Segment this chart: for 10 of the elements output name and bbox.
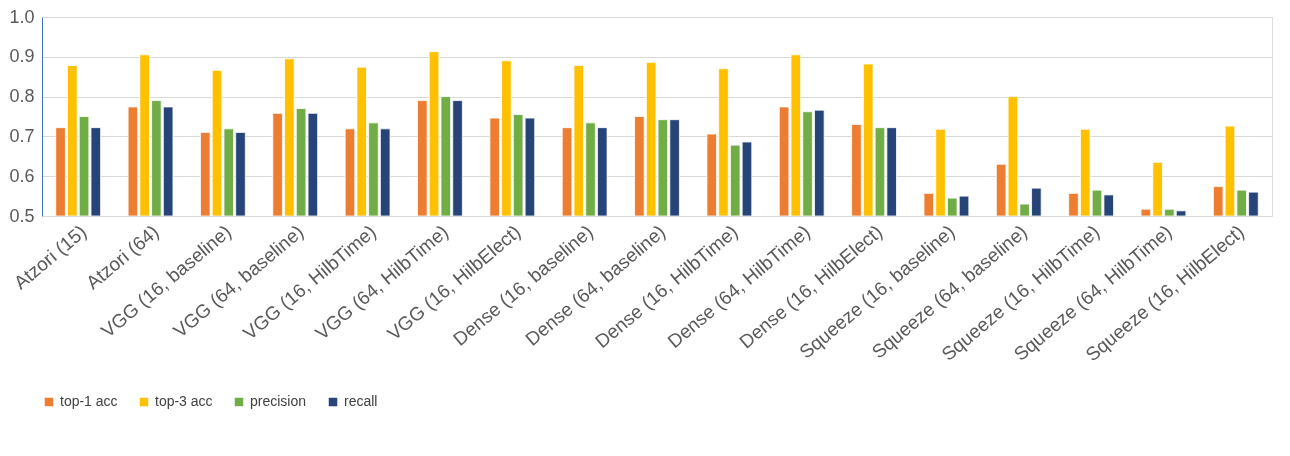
legend-label: top-1 acc	[60, 393, 118, 409]
legend-label: recall	[344, 393, 378, 409]
y-tick-label: 0.9	[9, 46, 35, 67]
legend-label: precision	[250, 393, 307, 409]
y-tick-label: 1.0	[9, 6, 35, 27]
y-tick-label: 0.5	[9, 205, 35, 226]
y-tick-label: 0.8	[9, 86, 35, 107]
y-tick-label: 0.7	[9, 125, 35, 146]
legend-label: top-3 acc	[155, 393, 213, 409]
y-tick-label: 0.6	[9, 165, 35, 186]
